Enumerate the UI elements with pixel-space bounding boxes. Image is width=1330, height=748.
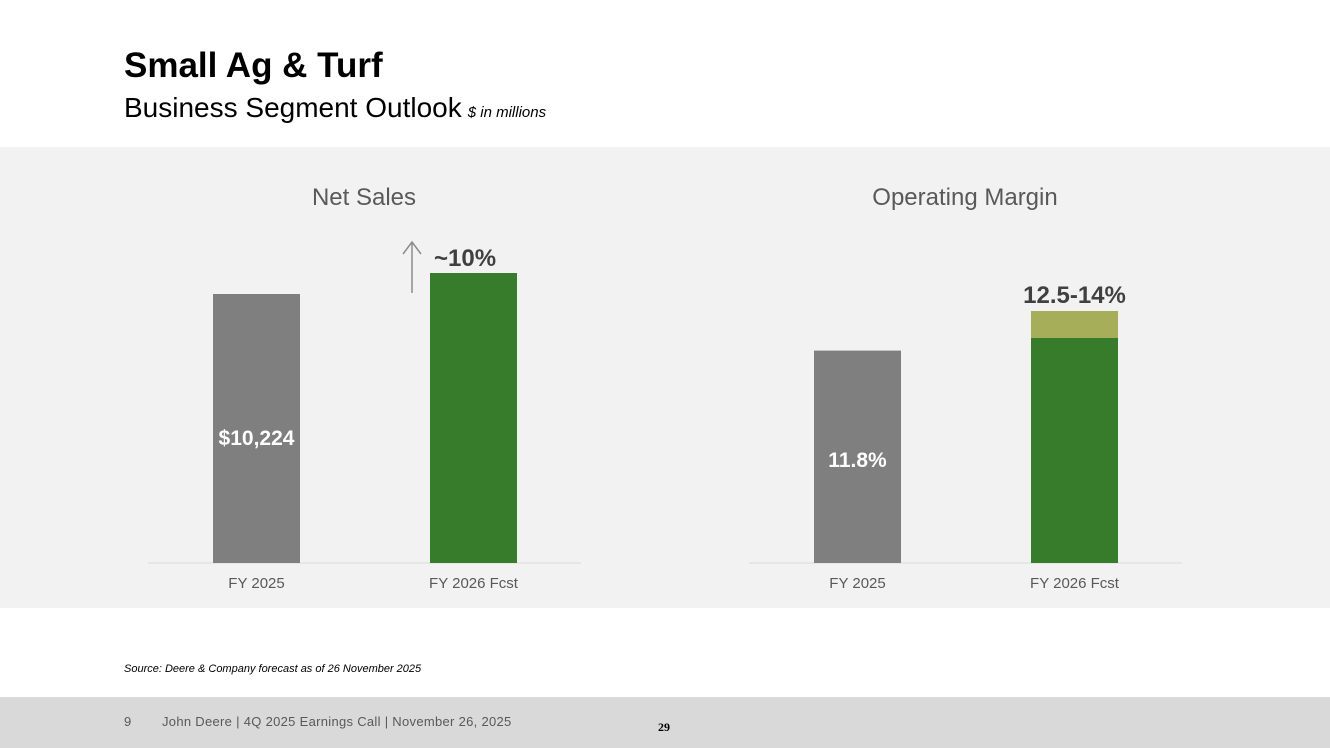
- subtitle-text: Business Segment Outlook: [124, 92, 462, 123]
- units-note: $ in millions: [467, 104, 547, 121]
- chart-title: Operating Margin: [872, 184, 1057, 211]
- data-label: 12.5-14%: [1023, 282, 1126, 309]
- x-tick-label: FY 2026 Fcst: [429, 575, 519, 592]
- chart-title: Net Sales: [312, 184, 416, 211]
- page-title: Small Ag & Turf: [124, 46, 383, 85]
- bar-fy2026-fcst-low: [1031, 338, 1118, 563]
- bar-fy2026-fcst: [430, 273, 517, 563]
- footer-bar: [0, 697, 1330, 748]
- page-subtitle: Business Segment Outlook $ in millions: [124, 92, 546, 124]
- x-tick-label: FY 2025: [829, 575, 885, 592]
- up-arrow-icon: [402, 240, 422, 293]
- page-number: 29: [658, 720, 670, 734]
- bar-fy2026-fcst-range: [1031, 311, 1118, 338]
- slide-number: 9: [124, 714, 132, 729]
- bar-fy2025: [814, 350, 901, 563]
- x-tick-label: FY 2026 Fcst: [1030, 575, 1120, 592]
- footer-text: John Deere | 4Q 2025 Earnings Call | Nov…: [162, 714, 512, 729]
- data-label: ~10%: [434, 245, 496, 272]
- data-label: 11.8%: [828, 449, 887, 472]
- x-tick-label: FY 2025: [228, 575, 284, 592]
- source-footnote: Source: Deere & Company forecast as of 2…: [124, 663, 422, 675]
- data-label: $10,224: [219, 427, 295, 450]
- bar-fy2025: [213, 294, 300, 563]
